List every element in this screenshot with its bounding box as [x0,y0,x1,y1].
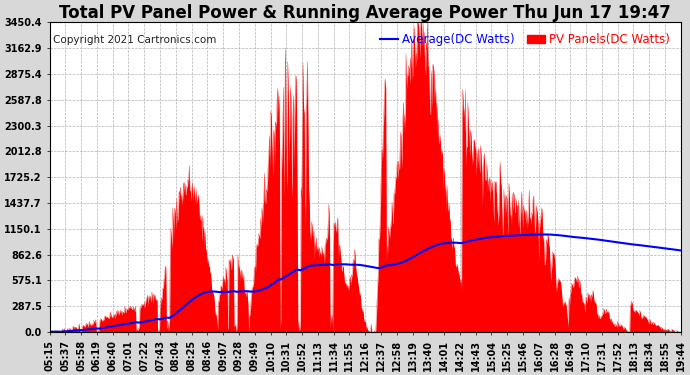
Title: Total PV Panel Power & Running Average Power Thu Jun 17 19:47: Total PV Panel Power & Running Average P… [59,4,671,22]
Legend: Average(DC Watts), PV Panels(DC Watts): Average(DC Watts), PV Panels(DC Watts) [375,28,675,51]
Text: Copyright 2021 Cartronics.com: Copyright 2021 Cartronics.com [52,35,216,45]
